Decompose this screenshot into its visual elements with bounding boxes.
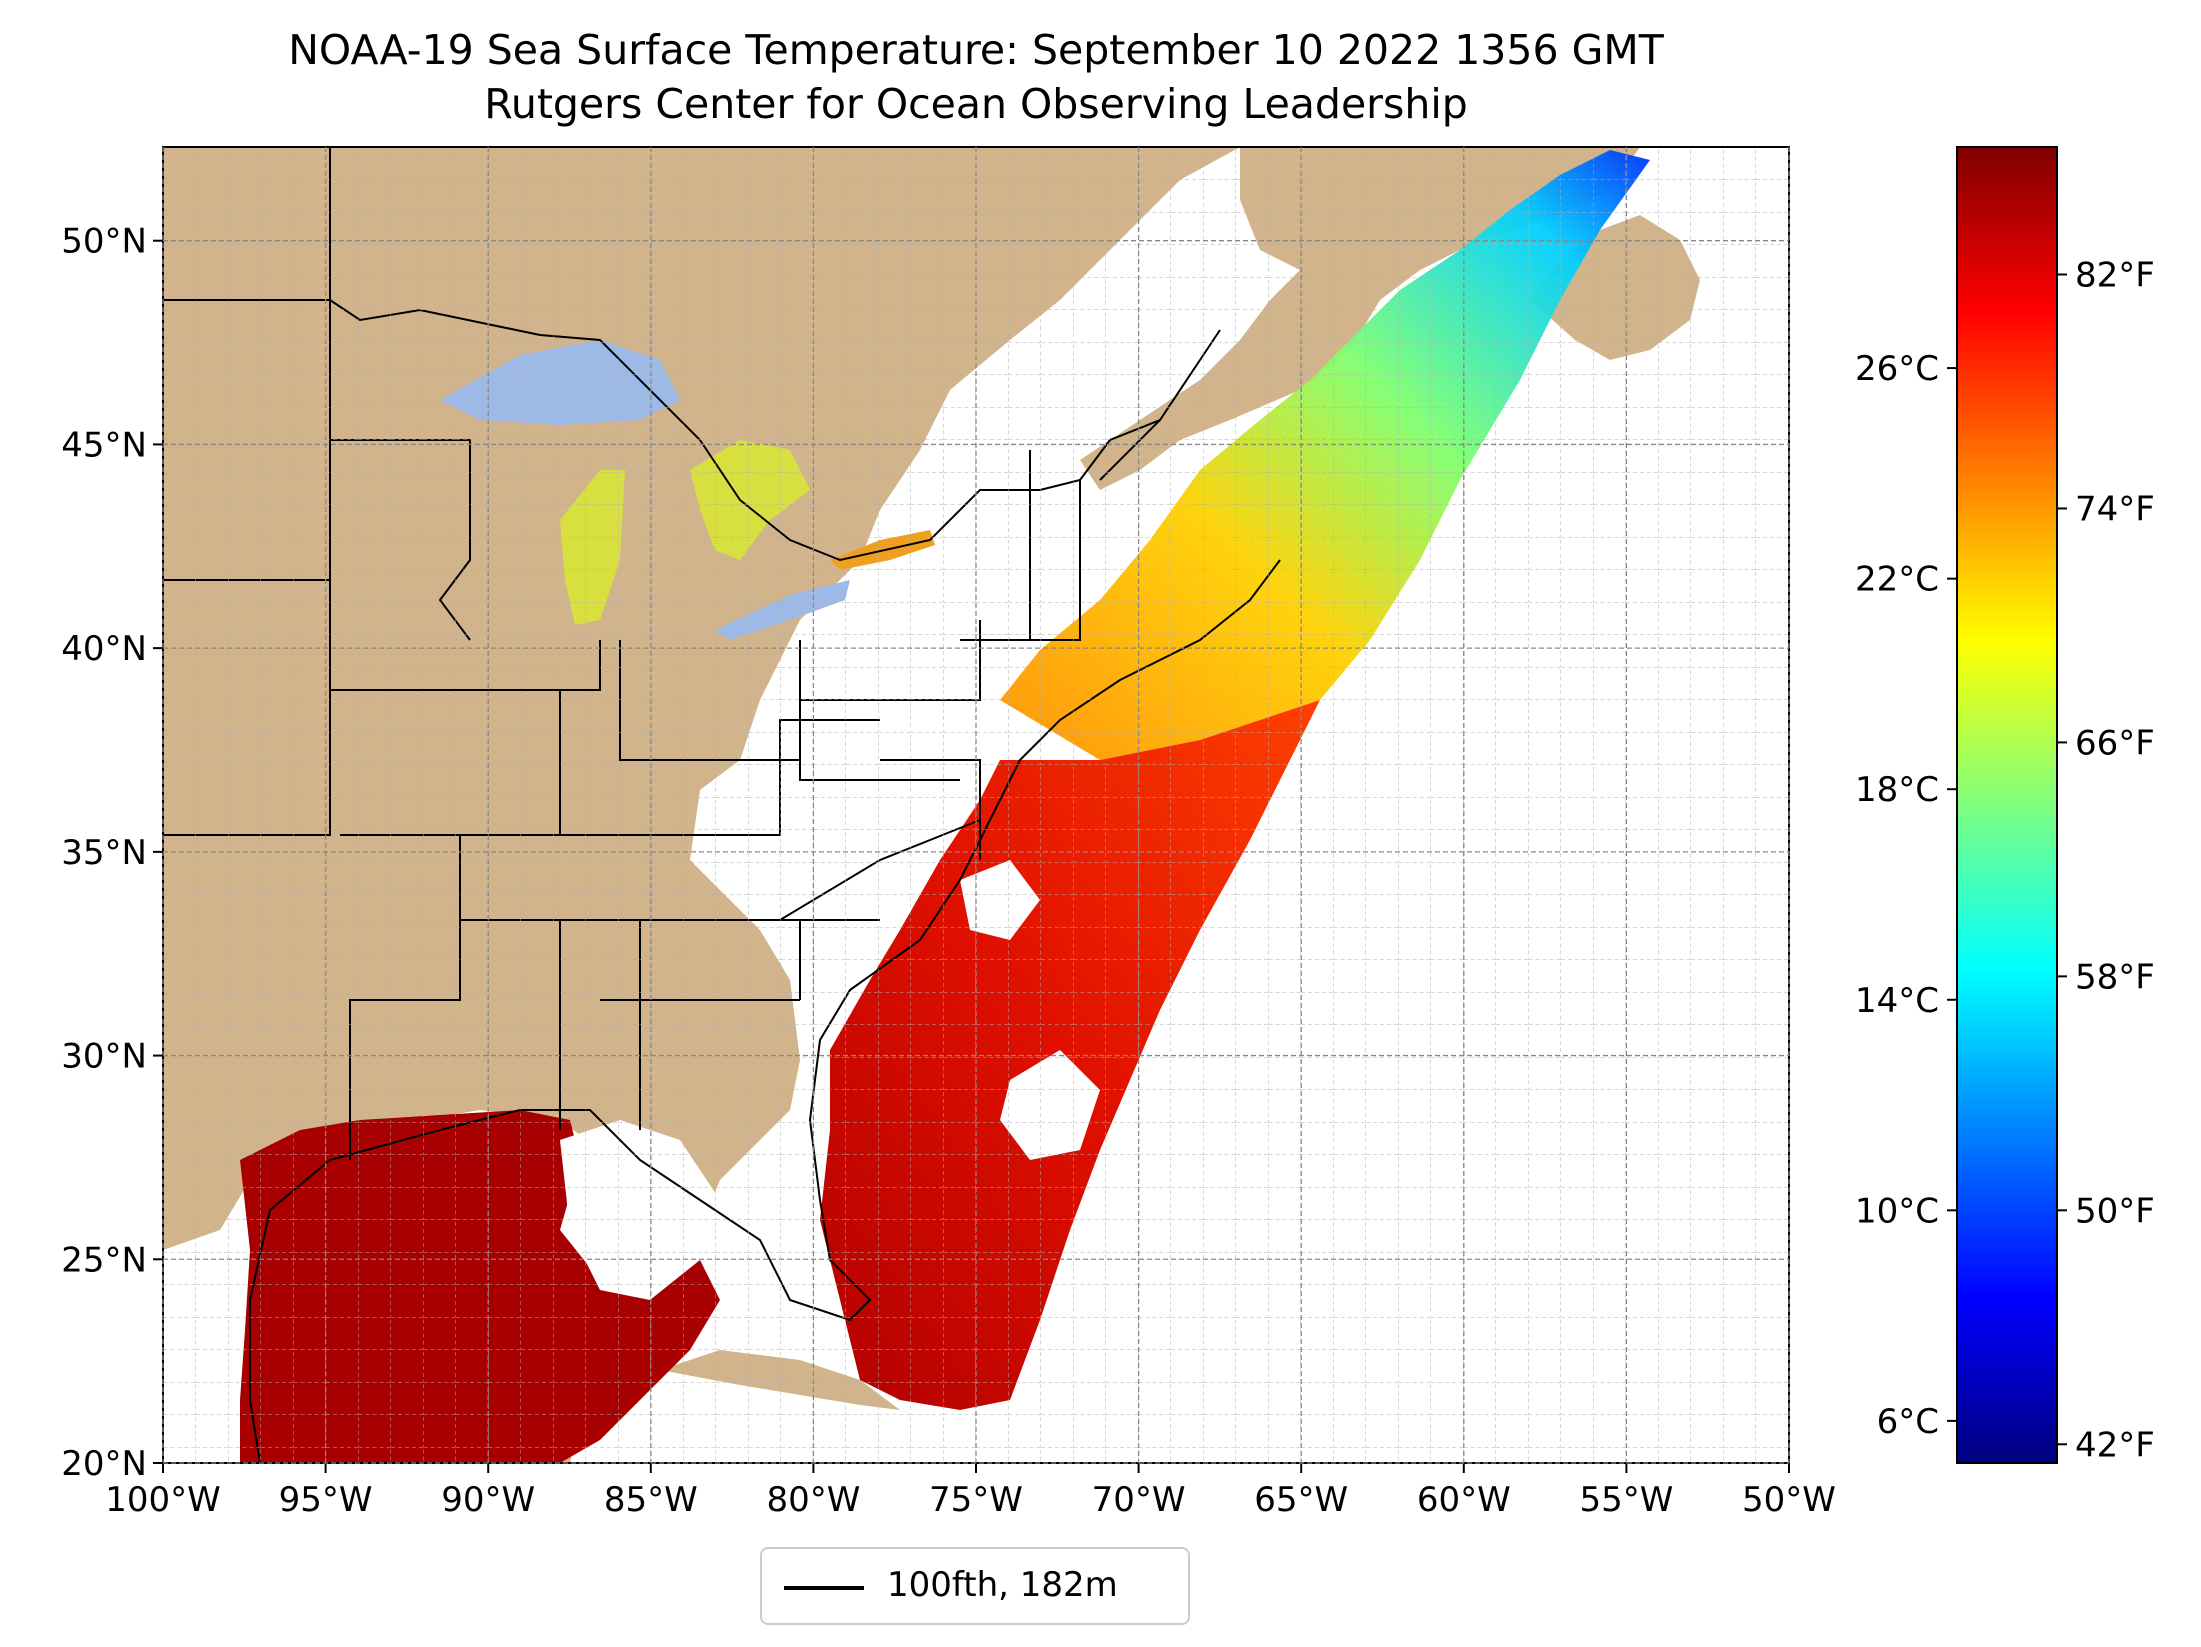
lat-tick-label: 40°N: [61, 629, 147, 669]
lat-tick-label: 25°N: [61, 1240, 147, 1280]
legend: 100fth, 182m: [760, 1547, 1190, 1625]
lon-tick-label: 50°W: [1742, 1480, 1836, 1520]
lat-axis: 20°N 25°N 30°N 35°N 40°N 45°N 50°N: [61, 222, 1789, 1484]
fahrenheit-tick-label: 82°F: [2075, 256, 2155, 296]
chart-title: NOAA-19 Sea Surface Temperature: Septemb…: [288, 26, 1664, 74]
celsius-tick-label: 22°C: [1855, 560, 1939, 600]
lat-tick-label: 20°N: [61, 1444, 147, 1484]
lon-tick-label: 80°W: [766, 1480, 860, 1520]
lon-tick-label: 70°W: [1092, 1480, 1186, 1520]
lon-axis: 100°W 95°W 90°W 85°W 80°W 75°W 70°W 65°W 60°W 55°…: [105, 147, 1836, 1520]
legend-label: 100fth, 182m: [887, 1565, 1118, 1605]
lon-tick-label: 65°W: [1254, 1480, 1348, 1520]
chart-subtitle: Rutgers Center for Ocean Observing Leade…: [484, 80, 1468, 128]
lon-tick-label: 75°W: [929, 1480, 1023, 1520]
colorbar-celsius-axis: 6°C 10°C 14°C 18°C 22°C 26°C: [1855, 349, 1957, 1442]
lon-tick-label: 95°W: [279, 1480, 373, 1520]
fahrenheit-tick-label: 66°F: [2075, 723, 2155, 763]
lon-tick-label: 85°W: [604, 1480, 698, 1520]
fahrenheit-tick-label: 74°F: [2075, 489, 2155, 529]
celsius-tick-label: 10°C: [1855, 1191, 1939, 1231]
lon-tick-label: 100°W: [105, 1480, 221, 1520]
lat-tick-label: 45°N: [61, 425, 147, 465]
lon-tick-label: 60°W: [1417, 1480, 1511, 1520]
celsius-tick-label: 14°C: [1855, 981, 1939, 1021]
legend-line-swatch: [784, 1586, 864, 1590]
celsius-tick-label: 26°C: [1855, 349, 1939, 389]
colorbar: [1956, 146, 2058, 1464]
celsius-tick-label: 6°C: [1877, 1402, 1939, 1442]
fahrenheit-tick-label: 58°F: [2075, 957, 2155, 997]
lat-tick-label: 30°N: [61, 1037, 147, 1077]
lon-tick-label: 90°W: [441, 1480, 535, 1520]
lat-tick-label: 35°N: [61, 833, 147, 873]
fahrenheit-tick-label: 42°F: [2075, 1425, 2155, 1465]
fahrenheit-tick-label: 50°F: [2075, 1191, 2155, 1231]
colorbar-fahrenheit-axis: 42°F 50°F 58°F 66°F 74°F 82°F: [2057, 256, 2155, 1465]
lat-tick-label: 50°N: [61, 222, 147, 262]
celsius-tick-label: 18°C: [1855, 770, 1939, 810]
lon-tick-label: 55°W: [1579, 1480, 1673, 1520]
